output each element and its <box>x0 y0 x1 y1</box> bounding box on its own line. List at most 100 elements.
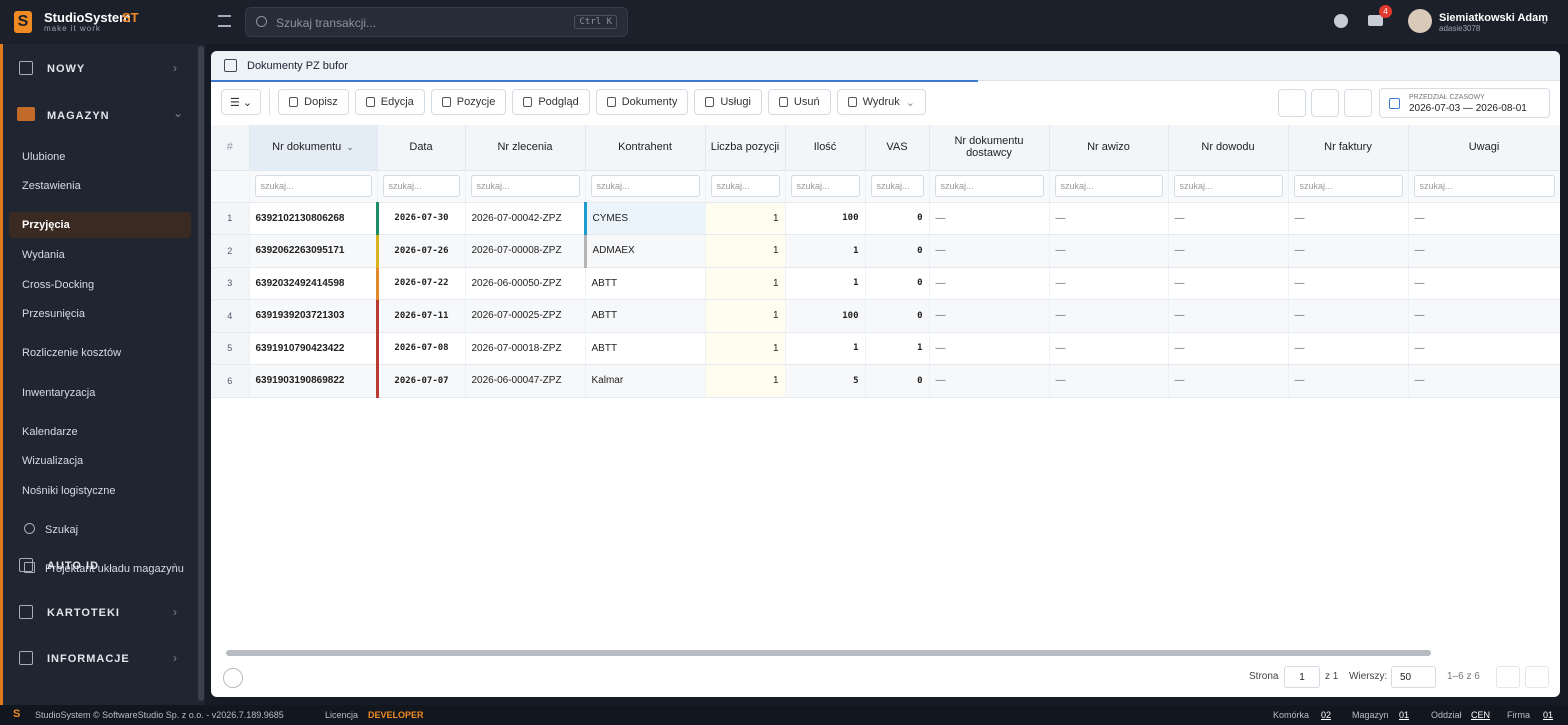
column-header[interactable]: Nr awizo <box>1049 125 1169 171</box>
filter-input[interactable]: szukaj... <box>1054 175 1163 197</box>
menu-button[interactable]: ☰ ⌄ <box>221 89 262 115</box>
column-header[interactable]: Liczba pozycji <box>705 125 786 171</box>
chart-button[interactable] <box>1278 89 1306 117</box>
filter-input[interactable]: szukaj... <box>1293 175 1403 197</box>
chevron[interactable]: › <box>173 61 177 75</box>
data-row[interactable]: 1 6392102130806268 2026-07-30 2026-07-00042… <box>211 202 1560 235</box>
nav-section[interactable]: AUTO ID <box>47 560 100 572</box>
filter-input[interactable]: szukaj... <box>1413 175 1555 197</box>
chevron[interactable]: ⌄ <box>173 106 184 120</box>
menu-toggle[interactable] <box>218 15 231 27</box>
filter-row: szukaj... szukaj... szukaj... szukaj... szuk… <box>211 170 1560 203</box>
toolbar-button[interactable]: Wydruk ⌄ <box>836 89 927 115</box>
data-row[interactable]: 2 6392062263095171 2026-07-26 2026-07-00008… <box>211 234 1560 268</box>
nav-section[interactable]: INFORMACJE <box>47 653 130 665</box>
column-header[interactable]: Data <box>377 125 466 171</box>
nav-link[interactable]: Inwentaryzacja <box>22 387 96 399</box>
sidebar-scrollbar[interactable] <box>198 46 204 701</box>
toolbar-button[interactable]: Dokumenty <box>595 89 689 115</box>
nav-link[interactable]: Szukaj <box>45 524 79 536</box>
toolbar-button[interactable]: Usługi <box>694 89 762 115</box>
filter-input[interactable]: szukaj... <box>470 175 580 197</box>
toolbar-button[interactable]: Edycja <box>354 89 425 115</box>
column-header[interactable]: Kontrahent <box>585 125 706 171</box>
columns-button[interactable] <box>1311 89 1339 117</box>
search-placeholder: Szukaj transakcji... <box>276 16 377 30</box>
filter-input[interactable]: szukaj... <box>870 175 924 197</box>
company[interactable]: 01 <box>1543 710 1554 720</box>
data-row[interactable]: 5 6391910790423422 2026-07-08 2026-07-00018… <box>211 332 1560 365</box>
nav-link[interactable]: Projektant układu magazynu <box>45 563 184 575</box>
chevron[interactable]: › <box>173 651 177 665</box>
warehouse[interactable]: 01 <box>1399 710 1410 720</box>
nav-link[interactable]: Nośniki logistyczne <box>22 485 116 497</box>
nav-link[interactable]: Przyjęcia <box>22 219 70 231</box>
date-range[interactable]: PRZEDZIAŁ CZASOWY 2026-07-03 — 2026-08-0… <box>1379 88 1550 118</box>
toolbar-button[interactable]: Dopisz <box>278 89 349 115</box>
chevron[interactable]: › <box>173 605 177 619</box>
button-icon <box>778 97 788 107</box>
mail-icon[interactable] <box>1368 15 1383 26</box>
section-magazyn[interactable]: MAGAZYN <box>47 110 110 122</box>
filter-input[interactable]: szukaj... <box>1173 175 1283 197</box>
table-cell: — <box>929 364 1050 398</box>
column-header[interactable]: # <box>211 125 250 171</box>
chevron[interactable]: › <box>173 558 177 572</box>
filter-input[interactable]: szukaj... <box>254 175 372 197</box>
column-header[interactable]: Nr dokumentu dostawcy <box>929 125 1050 171</box>
user-name[interactable]: Siemiatkowski Adam <box>1439 12 1549 24</box>
logo[interactable]: S <box>14 11 32 33</box>
info-icon[interactable] <box>1334 14 1348 28</box>
nav-link[interactable]: Przesunięcia <box>22 308 85 320</box>
data-row[interactable]: 6 6391903190869822 2026-07-07 2026-06-00047… <box>211 364 1560 398</box>
avatar[interactable] <box>1408 9 1432 33</box>
filter-input[interactable]: szukaj... <box>382 175 460 197</box>
table-cell: 1 <box>785 267 866 300</box>
nav-link[interactable]: Ulubione <box>22 151 66 163</box>
table-cell: — <box>929 332 1050 365</box>
column-header[interactable]: Ilość <box>785 125 866 171</box>
data-row[interactable]: 3 6392032492414598 2026-07-22 2026-06-00050… <box>211 267 1560 300</box>
save-button[interactable] <box>1344 89 1372 117</box>
nav-link[interactable]: Cross-Docking <box>22 279 95 291</box>
column-header[interactable]: VAS <box>865 125 930 171</box>
table-cell: ADMAEX <box>583 234 706 268</box>
nav-link[interactable]: Kalendarze <box>22 426 78 438</box>
tagline: make it work <box>44 24 101 33</box>
prev-page[interactable] <box>1496 666 1520 688</box>
home-icon[interactable] <box>224 59 237 72</box>
info-button[interactable] <box>223 668 243 688</box>
table-cell: 0 <box>865 234 930 268</box>
cell[interactable]: 02 <box>1321 710 1332 720</box>
horizontal-scrollbar[interactable] <box>226 650 1431 656</box>
column-header[interactable]: Nr zlecenia <box>465 125 586 171</box>
nav-link[interactable]: Rozliczenie kosztów <box>22 347 122 359</box>
nav-link[interactable]: Wydania <box>22 249 65 261</box>
user-menu-chevron[interactable]: ⌄ <box>1540 15 1550 27</box>
nav-section[interactable]: KARTOTEKI <box>47 607 120 619</box>
toolbar-button[interactable]: Podgląd <box>512 89 590 115</box>
branch[interactable]: CEN <box>1471 710 1491 720</box>
toolbar-button[interactable]: Pozycje <box>430 89 507 115</box>
column-header[interactable]: Nr faktury <box>1288 125 1409 171</box>
filter-input[interactable]: szukaj... <box>790 175 860 197</box>
column-header[interactable]: Uwagi <box>1408 125 1560 171</box>
nav-link[interactable]: Wizualizacja <box>22 455 84 467</box>
table-cell: — <box>1408 299 1560 333</box>
table-cell: 2026-07-22 <box>375 267 466 300</box>
filter-input[interactable]: szukaj... <box>710 175 780 197</box>
rows-per-page[interactable]: 50 <box>1391 666 1436 688</box>
search-box[interactable]: Szukaj transakcji... Ctrl K <box>245 7 628 37</box>
page-input[interactable]: 1 <box>1284 666 1320 688</box>
tab-title[interactable]: Dokumenty PZ bufor <box>247 60 348 72</box>
section-nowy[interactable]: NOWY <box>47 63 86 75</box>
column-header[interactable]: Nr dowodu <box>1168 125 1289 171</box>
next-page[interactable] <box>1525 666 1549 688</box>
filter-input[interactable]: szukaj... <box>590 175 700 197</box>
nav-link[interactable]: Zestawienia <box>22 180 81 192</box>
toolbar-button[interactable]: Usuń <box>767 89 831 115</box>
column-header[interactable]: Nr dokumentu ⌄ <box>249 125 378 171</box>
data-row[interactable]: 4 6391939203721303 2026-07-11 2026-07-00025… <box>211 299 1560 333</box>
filter-input[interactable]: szukaj... <box>934 175 1044 197</box>
